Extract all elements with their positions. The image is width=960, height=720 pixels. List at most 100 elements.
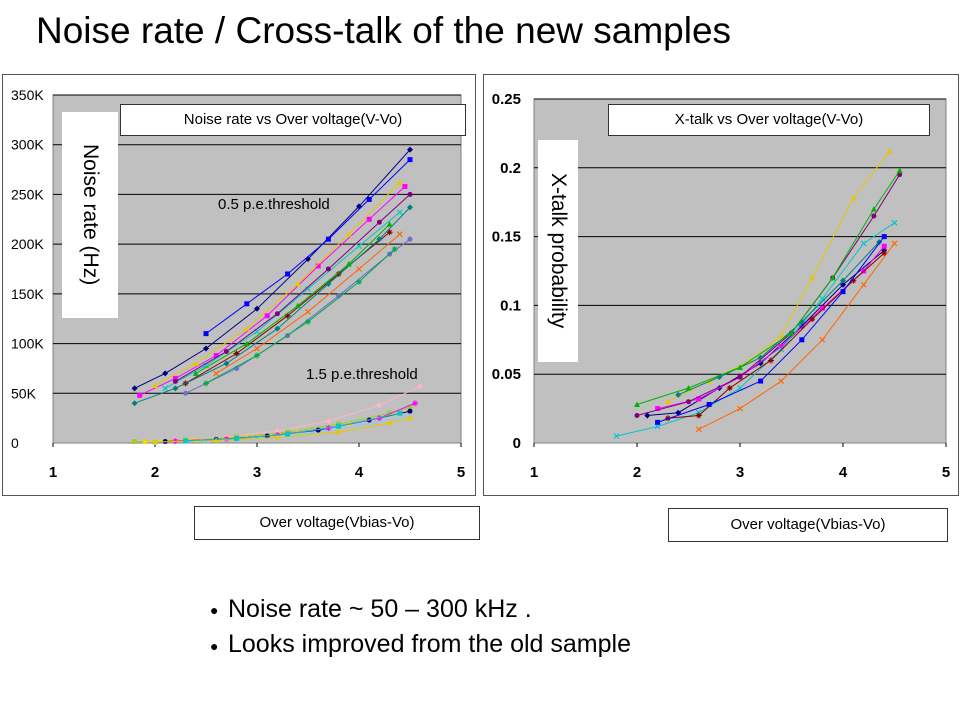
y-tick-label: 0.1 [500,297,521,314]
data-point [325,266,331,272]
noise-chart-xlabel: Over voltage(Vbias-Vo) [194,506,480,540]
xtalk-chart-title: X-talk vs Over voltage(V-Vo) [608,104,930,136]
data-point [829,274,836,281]
series-line [175,194,411,382]
data-point [778,332,785,339]
data-point [335,429,342,436]
page-title: Noise rate / Cross-talk of the new sampl… [36,10,732,51]
y-tick-bg [7,133,49,156]
data-point [335,270,342,277]
y-tick-label: 0.25 [492,91,521,108]
data-point [376,402,383,409]
data-point [675,391,682,398]
series-line [164,211,401,389]
x-tick-label: 3 [253,464,261,481]
data-point [809,274,816,281]
series-line [154,182,401,386]
data-point [356,278,362,285]
data-point [234,436,240,442]
data-point [685,384,692,391]
y-tick-label: 300K [11,137,44,153]
data-point [325,418,332,425]
y-tick-label: 0.2 [500,160,521,177]
data-point [840,289,846,295]
data-point [396,231,403,238]
data-point [788,329,795,336]
data-point [203,331,209,337]
data-point [162,385,169,392]
data-point [305,256,311,263]
x-tick-label: 1 [530,464,538,481]
data-point [203,362,209,369]
data-point [396,179,403,185]
y-tick-label: 0 [513,435,521,452]
data-point [243,325,250,332]
data-point [183,438,189,444]
data-point [655,406,661,412]
data-point [799,337,805,343]
bullet-dot-icon: ● [210,602,219,619]
data-point [386,229,393,236]
data-point [345,261,352,267]
data-point [284,312,291,319]
data-point [757,360,764,367]
data-point [285,271,291,277]
data-point [695,426,702,433]
xtalk-chart-xlabel: Over voltage(Vbias-Vo) [668,508,948,542]
data-point [294,302,301,309]
y-tick-bg [7,233,49,256]
series-line [154,417,411,443]
data-point [213,353,219,359]
data-point [758,378,764,384]
data-point [141,438,148,445]
data-point [737,364,743,370]
y-tick-label: 50K [11,385,37,401]
data-point [897,172,903,178]
data-point [809,316,816,323]
data-point [407,191,413,197]
data-point [726,384,733,391]
data-point [172,378,178,384]
data-point [737,405,743,412]
data-point [356,243,362,250]
data-point [192,360,199,366]
data-point [886,148,893,154]
data-point [407,415,413,422]
data-point [305,308,311,315]
x-tick-label: 2 [633,464,641,481]
data-point [860,240,867,247]
data-point [778,378,785,385]
y-tick-label: 0.15 [492,229,521,246]
x-tick-label: 5 [942,464,950,481]
data-point [294,280,301,287]
x-tick-label: 4 [839,464,848,481]
data-point [137,392,143,398]
data-point [387,410,393,416]
data-point [891,219,898,226]
data-point [213,370,220,377]
data-point [819,305,825,311]
data-point [417,383,424,390]
data-point [850,195,857,201]
y-tick-bg [7,332,49,355]
y-tick-bg [7,84,49,106]
data-point [634,401,640,407]
xtalk-chart-svg: 0 0.05 0.1 0.15 0.2 0.25 1 2 3 4 5 [492,91,950,481]
data-point [336,423,342,429]
data-point [264,313,270,319]
data-point [407,204,413,211]
data-point [315,263,321,269]
y-tick-label: 250K [11,186,44,202]
y-tick-label: 150K [11,286,44,302]
x-tick-label: 3 [736,464,744,481]
data-point [305,318,311,325]
data-point [172,375,178,381]
data-point [767,357,774,364]
data-point [386,221,393,227]
data-point [376,236,383,243]
annotation-1-5pe: 1.5 p.e.threshold [306,366,418,383]
data-point [407,408,413,414]
x-tick-label: 1 [49,464,57,481]
data-point [274,311,280,317]
data-point [274,434,281,441]
